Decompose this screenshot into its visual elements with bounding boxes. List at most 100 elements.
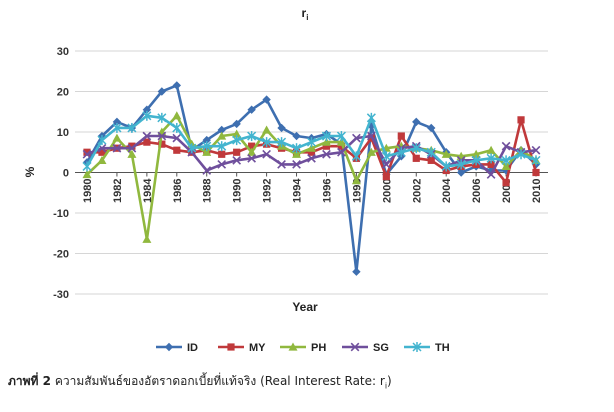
- data-point-my: [128, 142, 136, 150]
- data-point-id: [412, 117, 421, 127]
- data-point-sg: [202, 166, 212, 175]
- data-point-sg: [157, 131, 167, 141]
- y-tick-label: 20: [57, 87, 69, 99]
- gridlines: [75, 50, 548, 295]
- y-tick-label: 0: [63, 168, 69, 180]
- data-point-id: [292, 131, 301, 141]
- data-point-sg: [262, 149, 271, 159]
- data-point-th: [217, 141, 227, 152]
- legend-marker: [227, 343, 235, 351]
- data-point-th: [112, 122, 122, 133]
- data-point-id: [427, 123, 436, 133]
- y-tick-label: 10: [57, 127, 69, 139]
- data-point-my: [382, 172, 390, 181]
- data-point-my: [517, 116, 525, 124]
- data-point-my: [233, 148, 241, 156]
- data-point-ph: [321, 137, 331, 146]
- data-point-id: [112, 117, 122, 127]
- data-point-th: [202, 141, 212, 152]
- data-point-id: [202, 135, 211, 145]
- data-point-ph: [217, 131, 227, 140]
- data-point-th: [366, 112, 376, 123]
- legend-label: MY: [249, 342, 266, 354]
- legend-label: TH: [435, 342, 450, 354]
- series-sg: [82, 131, 541, 179]
- data-point-sg: [127, 143, 137, 153]
- legend: ID MY PH SG TH: [156, 342, 450, 354]
- data-point-th: [471, 155, 481, 166]
- data-point-my: [143, 138, 151, 146]
- data-point-my: [397, 132, 405, 140]
- legend-item-id: ID: [156, 342, 198, 354]
- data-point-sg: [232, 155, 242, 165]
- x-tick-label: 1994: [292, 178, 304, 203]
- data-point-my: [322, 142, 331, 150]
- x-tick-label: 1986: [172, 179, 184, 203]
- data-point-th: [426, 147, 436, 158]
- data-point-sg: [501, 141, 511, 151]
- data-point-my: [98, 148, 106, 156]
- data-point-th: [172, 122, 182, 133]
- data-point-sg: [352, 133, 361, 143]
- data-point-ph: [307, 143, 316, 152]
- data-point-th: [381, 151, 391, 162]
- data-point-sg: [337, 147, 346, 157]
- legend-marker: [412, 342, 422, 352]
- data-point-sg: [381, 160, 391, 169]
- data-point-my: [218, 150, 226, 158]
- x-tick-label: 1980: [82, 179, 94, 203]
- data-point-my: [83, 148, 91, 156]
- data-point-th: [142, 110, 152, 121]
- data-point-id: [367, 121, 376, 131]
- data-point-ph: [501, 161, 511, 171]
- data-point-id: [157, 87, 167, 96]
- data-point-th: [336, 131, 346, 142]
- data-point-th: [456, 159, 466, 170]
- data-point-th: [187, 143, 197, 154]
- data-point-ph: [202, 147, 212, 156]
- y-tick-labels: -30 -20 -10 0 10 20 30: [53, 46, 69, 301]
- data-point-ph: [441, 149, 451, 158]
- data-point-id: [172, 81, 181, 90]
- legend-item-ph: PH: [280, 342, 326, 354]
- x-tick-label: 2006: [471, 179, 483, 203]
- data-point-sg: [112, 143, 122, 153]
- data-point-id: [456, 168, 466, 177]
- data-point-id: [232, 119, 241, 129]
- caption-subscript: i: [384, 381, 388, 391]
- data-point-sg: [367, 131, 376, 141]
- data-point-ph: [366, 147, 376, 156]
- data-point-sg: [277, 160, 286, 169]
- data-point-ph: [336, 137, 346, 146]
- data-point-ph: [112, 133, 122, 142]
- data-point-ph: [351, 176, 361, 185]
- data-point-id: [142, 105, 152, 114]
- data-point-my: [337, 142, 346, 150]
- data-point-id: [217, 125, 226, 135]
- data-point-th: [292, 143, 302, 154]
- chart-title-main: r: [302, 6, 307, 20]
- x-tick-label: 2000: [381, 179, 393, 203]
- x-tick-label: 2004: [441, 178, 453, 203]
- x-tick-label: 1992: [262, 179, 274, 203]
- data-point-sg: [292, 160, 301, 169]
- data-point-th: [247, 131, 257, 142]
- data-point-ph: [262, 125, 272, 134]
- data-point-th: [441, 161, 451, 172]
- legend-label: SG: [373, 342, 389, 354]
- data-point-my: [487, 160, 495, 168]
- data-point-th: [232, 135, 242, 146]
- data-point-th: [411, 143, 421, 154]
- series-lines: [82, 81, 541, 276]
- data-point-sg: [82, 149, 92, 159]
- legend-label: ID: [187, 342, 198, 354]
- x-tick-label: 1990: [232, 179, 244, 203]
- x-tick-label: 1984: [142, 178, 154, 203]
- y-tick-label: -20: [53, 249, 69, 261]
- data-point-th: [157, 112, 167, 123]
- data-point-th: [262, 137, 272, 148]
- data-point-ph: [82, 170, 92, 179]
- data-point-sg: [531, 145, 541, 155]
- data-point-sg: [217, 160, 227, 169]
- data-point-id: [262, 95, 271, 104]
